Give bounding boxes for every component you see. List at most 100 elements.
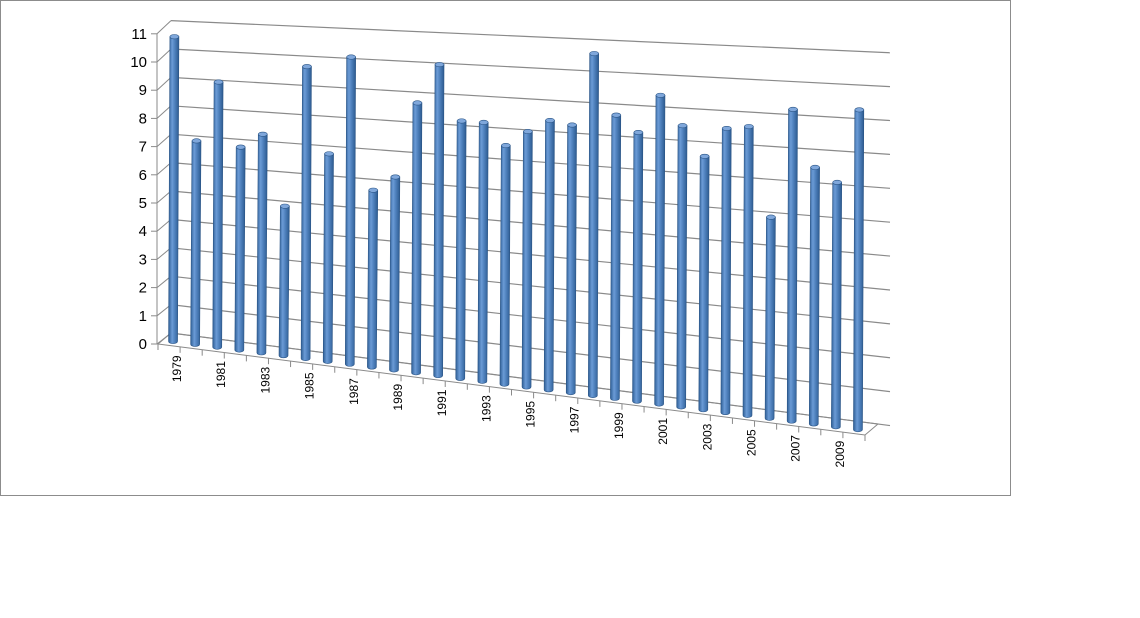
bar-body [278,205,290,359]
bar-top [766,214,776,220]
bar-body [477,122,489,384]
bar [588,51,599,398]
x-tick-label: 1995 [524,401,538,428]
x-tick-label: 2001 [656,418,670,445]
side-wall-gridline [156,190,172,204]
bar [698,153,710,413]
bar-body [234,146,246,353]
bar [322,151,334,364]
bar [389,174,401,373]
bar-body [808,167,820,427]
chart-floor [156,332,880,436]
x-tick-label: 1987 [347,378,361,405]
bar-body [565,124,577,396]
bar [234,144,246,353]
bar [610,112,622,401]
gridline [170,76,891,122]
bar-body [256,133,268,356]
bar-top [788,106,798,112]
chart-frame: 0 1 2 3 4 5 6 7 8 9 10 11 1979 1981 1983 1985 1987 1989 1… [0,0,1011,496]
side-wall-gridline [156,77,172,91]
bar-body [521,131,533,390]
bar-body [654,95,666,407]
bar-top [390,174,401,180]
y-tick-label: 7 [139,139,147,156]
bar-top [545,117,555,123]
bar-top [191,138,202,144]
bar-body [742,126,754,418]
bar-body [632,132,644,404]
bar-body [190,140,202,347]
x-tick-label: 1981 [214,361,228,388]
bar-top [501,143,511,149]
bar [168,34,180,344]
y-tick-label: 3 [139,251,147,268]
bar-top [257,131,268,137]
x-tick-label: 1993 [479,395,493,422]
bar [521,129,533,390]
y-tick-label: 6 [139,167,147,184]
bar-top [567,122,577,128]
bar-body [367,189,379,370]
bars [168,34,865,433]
bar-body [344,56,356,367]
bar [808,164,820,427]
bar-top [721,125,732,131]
bar [411,100,423,376]
bar-body [676,125,688,410]
bar [676,123,688,410]
bar-top [810,164,820,170]
bar-top [589,51,599,57]
bar [565,122,577,396]
bar [278,203,290,359]
y-tick-label: 10 [130,54,147,71]
x-tick-label: 1999 [612,412,626,439]
x-tick-label: 2007 [789,435,803,462]
bar [543,117,555,393]
bar [190,138,202,347]
bar-top [854,107,865,113]
bar-top [744,124,754,130]
x-tick-label: 1997 [568,406,582,433]
bar-top [346,54,356,60]
bar-body [499,145,511,387]
side-wall-gridline [156,20,172,35]
bar-top [523,129,533,135]
bar [344,54,356,367]
bar-top [611,112,622,118]
bar [433,62,445,379]
bar-body [720,128,732,416]
y-tick-label: 5 [139,195,147,212]
bar-body [786,109,798,424]
axes [151,33,880,441]
bar-body [322,153,334,364]
bar-top [324,151,334,157]
bar-body [588,53,599,398]
bar-top [302,64,312,70]
x-tick-label: 1989 [391,384,405,411]
bar-top [368,187,379,193]
bar-body [831,182,843,430]
bar [654,92,666,407]
gridline [170,48,891,88]
bar-body [168,36,180,344]
bar-top [412,100,423,106]
bar [477,119,489,384]
bar-body [543,120,555,393]
bar [212,79,224,350]
bar-top [213,79,224,85]
bar-top [655,92,666,98]
x-tick-label: 2009 [833,440,847,467]
bar-body [455,120,467,381]
bar-top [456,118,467,124]
bar-top [478,119,489,125]
y-tick-label: 9 [139,82,147,99]
side-wall-gridline [156,105,172,119]
bar-top [832,179,843,185]
bar-body [389,176,401,373]
y-tick-label: 8 [139,110,147,127]
bar-top [677,123,688,129]
y-tick-label: 1 [139,308,147,325]
bar [367,187,379,370]
